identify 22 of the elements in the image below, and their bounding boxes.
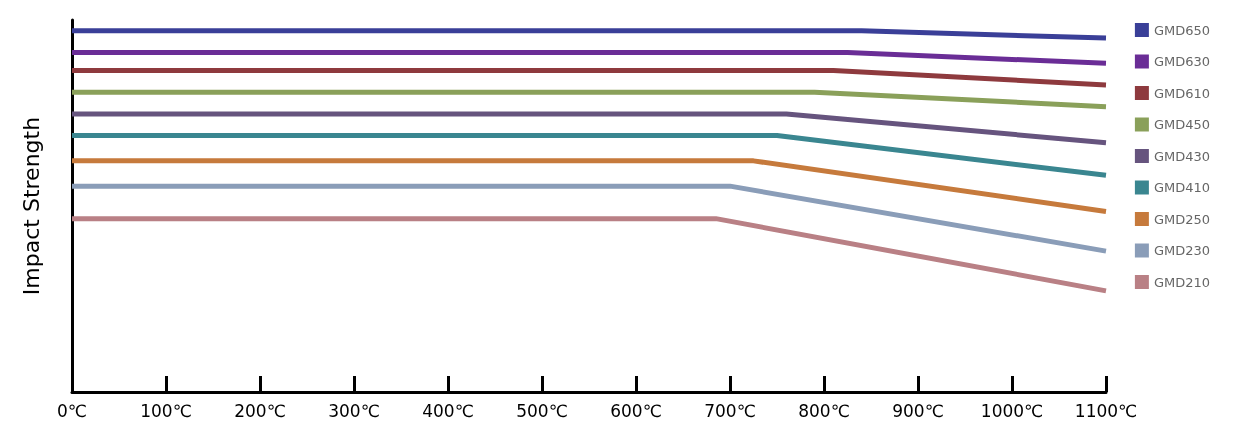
- x-tick-label: 1100℃: [1074, 400, 1138, 421]
- legend-label: GMD410: [1153, 180, 1211, 195]
- x-tick-label: 300℃: [328, 400, 380, 421]
- x-tick-label: 400℃: [422, 400, 474, 421]
- legend-label: GMD230: [1153, 243, 1211, 258]
- legend-label: GMD250: [1153, 211, 1211, 227]
- y-axis-title: Impact Strength: [18, 116, 44, 296]
- x-tick-label: 0℃: [57, 400, 87, 421]
- x-tick-label: 600℃: [610, 400, 662, 421]
- x-tick-label: 100℃: [140, 400, 192, 421]
- legend-label: GMD610: [1153, 85, 1211, 101]
- legend-label: GMD450: [1153, 117, 1211, 132]
- legend-label: GMD210: [1153, 274, 1211, 290]
- legend-label: GMD650: [1153, 22, 1211, 38]
- legend-label: GMD430: [1153, 148, 1211, 164]
- x-tick-label: 900℃: [892, 400, 944, 421]
- x-tick-label: 800℃: [798, 400, 850, 421]
- x-tick-label: 500℃: [516, 400, 568, 421]
- legend-label: GMD630: [1153, 54, 1211, 69]
- x-tick-label: 1000℃: [980, 400, 1044, 421]
- x-tick-label: 700℃: [704, 400, 756, 421]
- x-tick-label: 200℃: [234, 400, 286, 421]
